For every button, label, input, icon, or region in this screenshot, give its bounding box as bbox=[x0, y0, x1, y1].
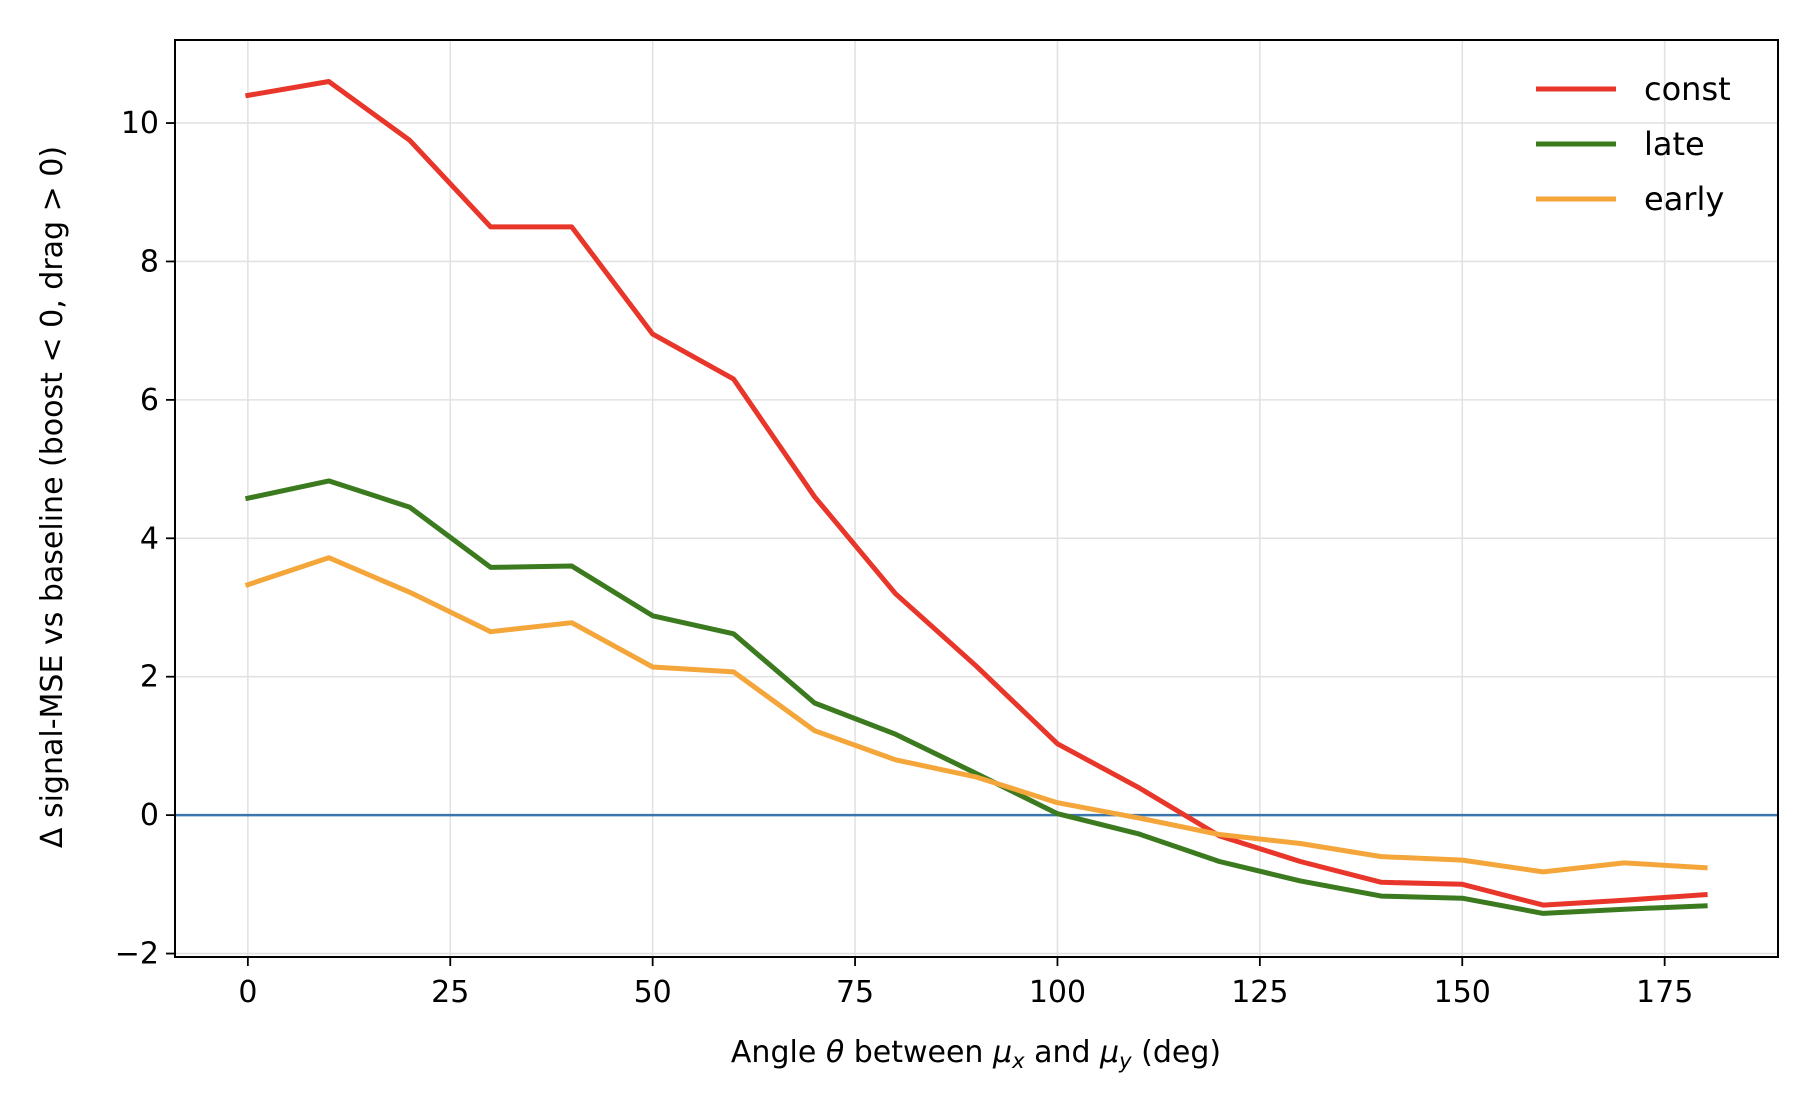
x-axis-label-mu2: μ bbox=[1099, 1035, 1119, 1070]
x-tick-label: 150 bbox=[1434, 975, 1491, 1010]
x-axis-label-middle2: and bbox=[1025, 1035, 1101, 1070]
grid bbox=[175, 40, 1778, 957]
series-line-const bbox=[245, 79, 1708, 908]
legend: const late early bbox=[1536, 70, 1731, 218]
y-tick-label: −2 bbox=[115, 937, 159, 972]
x-axis-label-mu1: μ bbox=[992, 1035, 1012, 1070]
y-tick-label: 8 bbox=[140, 244, 159, 279]
x-axis-label: Angle θ between μx and μy (deg) bbox=[731, 1035, 1221, 1073]
y-axis-ticks: −2 0 2 4 6 8 10 bbox=[115, 106, 175, 972]
legend-label-const: const bbox=[1644, 70, 1731, 108]
x-tick-label: 100 bbox=[1029, 975, 1086, 1010]
x-tick-label: 50 bbox=[634, 975, 672, 1010]
legend-label-late: late bbox=[1644, 125, 1705, 163]
x-tick-label: 125 bbox=[1231, 975, 1288, 1010]
legend-label-early: early bbox=[1644, 180, 1724, 218]
x-axis-label-sub2: y bbox=[1118, 1049, 1132, 1073]
y-tick-label: 10 bbox=[121, 106, 159, 141]
plot-frame bbox=[174, 39, 1779, 958]
y-tick-label: 6 bbox=[140, 383, 159, 418]
x-axis-label-middle1: between bbox=[844, 1035, 993, 1070]
y-tick-label: 4 bbox=[140, 521, 159, 556]
y-tick-label: 2 bbox=[140, 660, 159, 695]
x-axis-ticks: 0 25 50 75 100 125 150 175 bbox=[238, 957, 1693, 1010]
x-tick-label: 175 bbox=[1636, 975, 1693, 1010]
series-line-early bbox=[244, 555, 1708, 875]
y-tick-label: 0 bbox=[140, 798, 159, 833]
series-lines bbox=[244, 79, 1708, 916]
x-tick-label: 25 bbox=[431, 975, 469, 1010]
x-axis-label-prefix: Angle bbox=[731, 1035, 826, 1070]
x-axis-label-sub1: x bbox=[1011, 1049, 1025, 1073]
series-line-late bbox=[244, 478, 1708, 916]
y-axis-label: Δ signal-MSE vs baseline (boost < 0, dra… bbox=[35, 146, 70, 848]
x-tick-label: 75 bbox=[836, 975, 874, 1010]
x-axis-label-suffix: (deg) bbox=[1132, 1035, 1222, 1070]
x-tick-label: 0 bbox=[238, 975, 257, 1010]
x-axis-label-theta: θ bbox=[826, 1035, 844, 1070]
